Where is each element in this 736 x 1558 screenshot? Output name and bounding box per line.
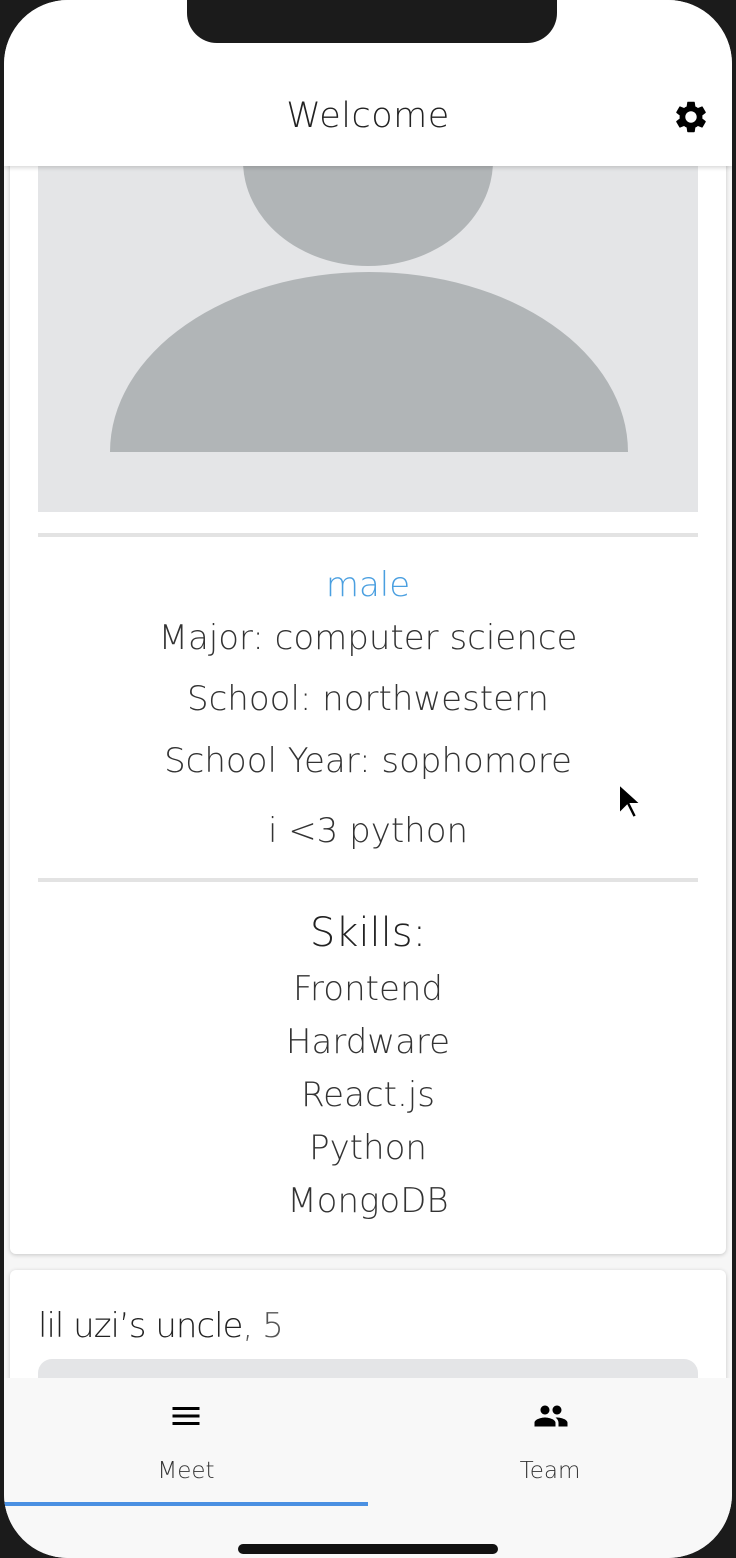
skills-heading: Skills: — [309, 910, 427, 956]
school-text: School: northwestern — [187, 679, 549, 719]
menu-icon — [172, 1407, 200, 1425]
next-profile-name: lil uzi’s uncle — [38, 1306, 243, 1346]
avatar-body — [110, 272, 628, 452]
skill-item: Frontend — [292, 969, 444, 1009]
next-profile-title: lil uzi’s uncle, 5 — [38, 1306, 284, 1346]
skill-item: Hardware — [285, 1022, 451, 1062]
mouse-cursor-icon — [618, 782, 641, 820]
gender-text: male — [325, 565, 411, 605]
home-indicator[interactable] — [238, 1544, 498, 1554]
major-text: Major: computer science — [158, 618, 578, 658]
divider — [38, 533, 698, 537]
school-year-text: School Year: sophomore — [164, 741, 572, 781]
tab-label: Team — [519, 1458, 581, 1484]
profile-card: male Major: computer science School: nor… — [10, 100, 726, 1254]
divider — [38, 878, 698, 882]
phone-screen: Welcome male Major: computer science Sch… — [4, 0, 732, 1558]
active-tab-indicator — [4, 1502, 368, 1506]
skill-item: MongoDB — [287, 1181, 449, 1221]
tab-team[interactable]: Team — [368, 1378, 732, 1508]
skill-item: React.js — [301, 1075, 435, 1115]
bio-text: i <3 python — [267, 811, 469, 851]
tab-label: Meet — [157, 1458, 215, 1484]
skill-item: Python — [309, 1128, 427, 1168]
bottom-tab-bar: Meet Team — [4, 1378, 732, 1558]
gear-icon[interactable] — [672, 98, 710, 136]
avatar-head — [243, 166, 493, 266]
page-title: Welcome — [286, 96, 450, 136]
notch — [187, 0, 557, 43]
avatar-placeholder — [38, 166, 698, 512]
next-profile-age: , 5 — [242, 1306, 283, 1346]
people-icon — [534, 1405, 568, 1427]
tab-meet[interactable]: Meet — [4, 1378, 368, 1508]
